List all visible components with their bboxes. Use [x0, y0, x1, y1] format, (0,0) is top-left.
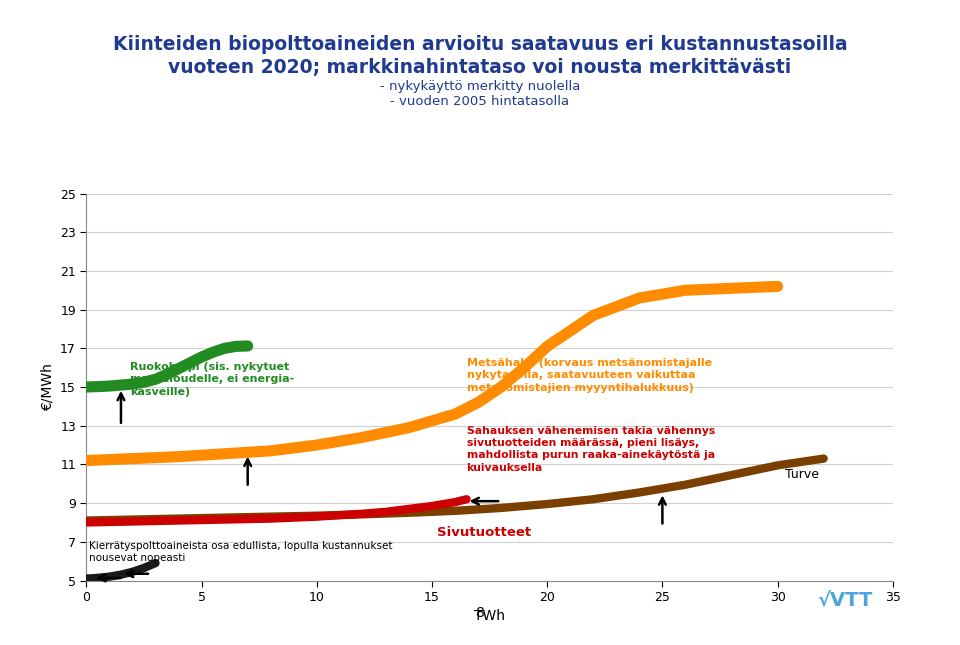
Text: Metsähake (korvaus metsänomistajalle
nykytasolla, saatavuuteen vaikuttaa
metsäom: Metsähake (korvaus metsänomistajalle nyk… [467, 358, 711, 393]
X-axis label: TWh: TWh [474, 610, 505, 624]
Y-axis label: €/MWh: €/MWh [40, 363, 55, 411]
Text: Kiinteiden biopolttoaineiden arvioitu saatavuus eri kustannustasoilla: Kiinteiden biopolttoaineiden arvioitu sa… [112, 35, 848, 54]
Text: - vuoden 2005 hintatasolla: - vuoden 2005 hintatasolla [391, 95, 569, 108]
Text: Sivutuotteet: Sivutuotteet [437, 526, 531, 539]
Text: 8: 8 [475, 606, 485, 620]
Text: Sahauksen vähenemisen takia vähennys
sivutuotteiden määrässä, pieni lisäys,
mahd: Sahauksen vähenemisen takia vähennys siv… [467, 426, 715, 473]
Text: - nykykäyttö merkitty nuolella: - nykykäyttö merkitty nuolella [380, 80, 580, 93]
Text: Turve: Turve [784, 468, 819, 481]
Text: Kierrätyspolttoaineista osa edullista, lopulla kustannukset
nousevat nopeasti: Kierrätyspolttoaineista osa edullista, l… [88, 541, 393, 563]
Text: vuoteen 2020; markkinahintataso voi nousta merkittävästi: vuoteen 2020; markkinahintataso voi nous… [168, 58, 792, 77]
Text: √VTT: √VTT [817, 591, 873, 610]
Text: Ruokohelpi (sis. nykytuet
maataloudelle, ei energia-
kasveille): Ruokohelpi (sis. nykytuet maataloudelle,… [131, 362, 295, 397]
